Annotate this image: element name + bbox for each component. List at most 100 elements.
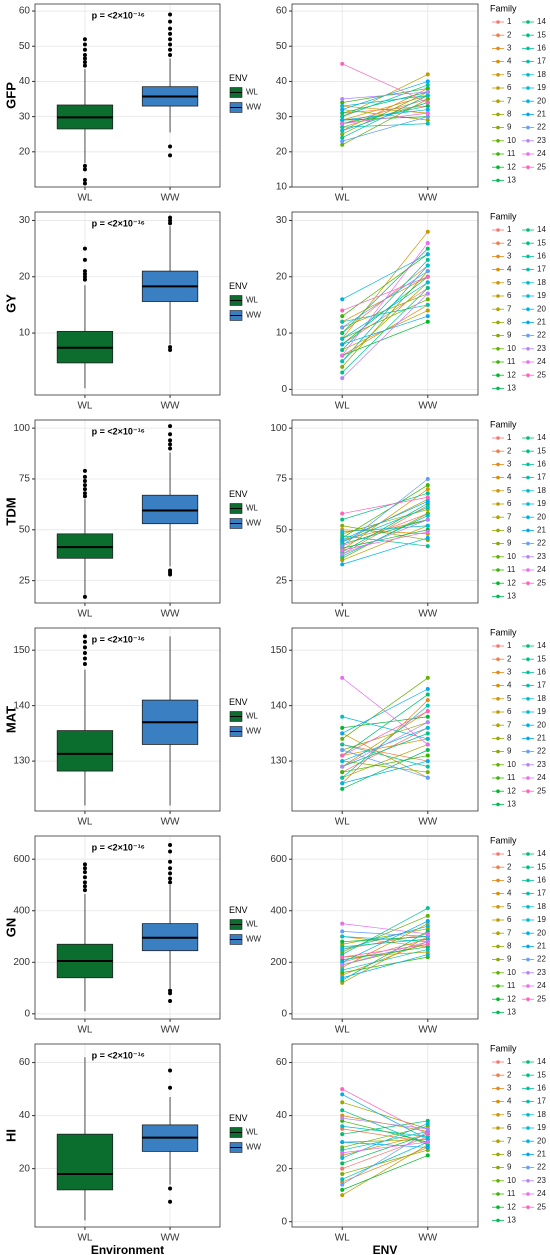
family-point xyxy=(340,1177,345,1182)
legend-label: 25 xyxy=(537,1202,546,1211)
legend-key-point xyxy=(526,33,530,37)
box xyxy=(56,1133,114,1191)
family-point xyxy=(340,1166,345,1171)
family-point xyxy=(340,770,345,775)
y-tick-label: 60 xyxy=(19,6,31,17)
outlier xyxy=(82,163,87,168)
outlier xyxy=(82,474,87,479)
y-tick-label: 25 xyxy=(19,575,31,586)
outlier xyxy=(82,47,87,52)
family-line xyxy=(341,259,429,351)
family-point xyxy=(425,714,430,719)
legend-key-point xyxy=(496,178,500,183)
outlier xyxy=(168,438,173,443)
outlier xyxy=(82,274,87,279)
legend-label: 23 xyxy=(537,136,546,145)
family-line xyxy=(342,738,428,756)
legend-key-point xyxy=(526,568,530,572)
legend-key-point xyxy=(526,1139,530,1143)
legend-key-point xyxy=(526,449,530,454)
legend-label: 7 xyxy=(507,304,512,313)
legend-label: 25 xyxy=(537,578,546,587)
legend-label: 4 xyxy=(507,889,512,898)
legend-label: 2 xyxy=(507,1070,512,1079)
legend-key-point xyxy=(526,86,530,90)
legend-label: 3 xyxy=(507,460,512,469)
legend-key-point xyxy=(526,852,530,856)
outlier xyxy=(168,424,173,429)
family-point xyxy=(340,336,345,341)
family-line xyxy=(341,265,429,362)
family-point xyxy=(425,86,430,91)
family-point xyxy=(340,675,345,680)
family-point xyxy=(425,913,430,918)
x-tick-label: WL xyxy=(77,1233,92,1244)
legend-label: 10 xyxy=(507,136,516,145)
family-point xyxy=(340,1182,345,1187)
family-point xyxy=(340,921,345,926)
x-tick-label: WL xyxy=(77,193,92,204)
family-point xyxy=(340,517,345,522)
legend-label: WW xyxy=(246,519,262,528)
family-point xyxy=(425,731,430,736)
legend-label: 21 xyxy=(537,318,546,327)
family-point xyxy=(340,1132,345,1137)
legend-label: 7 xyxy=(507,720,512,729)
family-line xyxy=(342,91,428,135)
legend-label: 19 xyxy=(537,83,546,92)
y-tick-label: 50 xyxy=(19,524,31,535)
family-point xyxy=(425,97,430,102)
legend-label: 17 xyxy=(537,473,546,482)
family-line xyxy=(342,710,428,767)
legend-key-point xyxy=(496,984,500,988)
family-line xyxy=(342,525,428,533)
family-point xyxy=(340,725,345,730)
legend-label: 22 xyxy=(537,747,546,756)
y-tick-label: 30 xyxy=(19,111,31,122)
family-point xyxy=(425,89,430,94)
legend-title: Family xyxy=(490,419,517,429)
legend-key-point xyxy=(496,1126,500,1130)
family-line xyxy=(342,63,428,103)
legend-key-point xyxy=(496,644,500,648)
family-point xyxy=(340,552,345,557)
legend-key-point xyxy=(526,683,530,688)
annotation: p = <2×10⁻¹⁶ xyxy=(92,842,145,852)
y-tick-label: 20 xyxy=(19,146,31,157)
panel-background xyxy=(292,212,478,395)
family-line xyxy=(342,949,428,971)
legend-key-point xyxy=(526,307,530,312)
legend-label: 4 xyxy=(507,265,512,274)
legend-label: 24 xyxy=(537,357,546,366)
family-point xyxy=(425,725,430,730)
legend-key-point xyxy=(496,997,500,1001)
legend-label: 14 xyxy=(537,641,546,650)
legend-label: 13 xyxy=(507,800,516,809)
legend-label: 15 xyxy=(537,1070,546,1079)
family-line xyxy=(342,501,428,541)
outlier xyxy=(82,866,87,871)
legend-label: 11 xyxy=(507,149,516,158)
family-point xyxy=(340,975,345,980)
family-point xyxy=(425,280,430,285)
legend-key-point xyxy=(496,228,500,232)
legend-label: 5 xyxy=(507,902,512,911)
outlier xyxy=(82,656,87,661)
y-tick-label: 600 xyxy=(13,854,30,865)
legend-label: 18 xyxy=(537,694,546,703)
outlier xyxy=(82,888,87,893)
family-point xyxy=(425,240,430,245)
legend-key-point xyxy=(526,139,530,143)
legend-key-point xyxy=(496,852,500,856)
legend-key-point xyxy=(526,73,530,77)
y-tick-label: 600 xyxy=(270,854,287,865)
family-point xyxy=(340,97,345,102)
legend-label: 2 xyxy=(507,446,512,455)
legend-label: 24 xyxy=(537,565,546,574)
legend-label: 16 xyxy=(537,668,546,677)
box xyxy=(56,730,114,772)
x-tick-label: WW xyxy=(161,1025,180,1036)
legend-key-point xyxy=(496,918,500,922)
legend-label: 20 xyxy=(537,512,546,521)
legend-key-point xyxy=(496,165,500,169)
